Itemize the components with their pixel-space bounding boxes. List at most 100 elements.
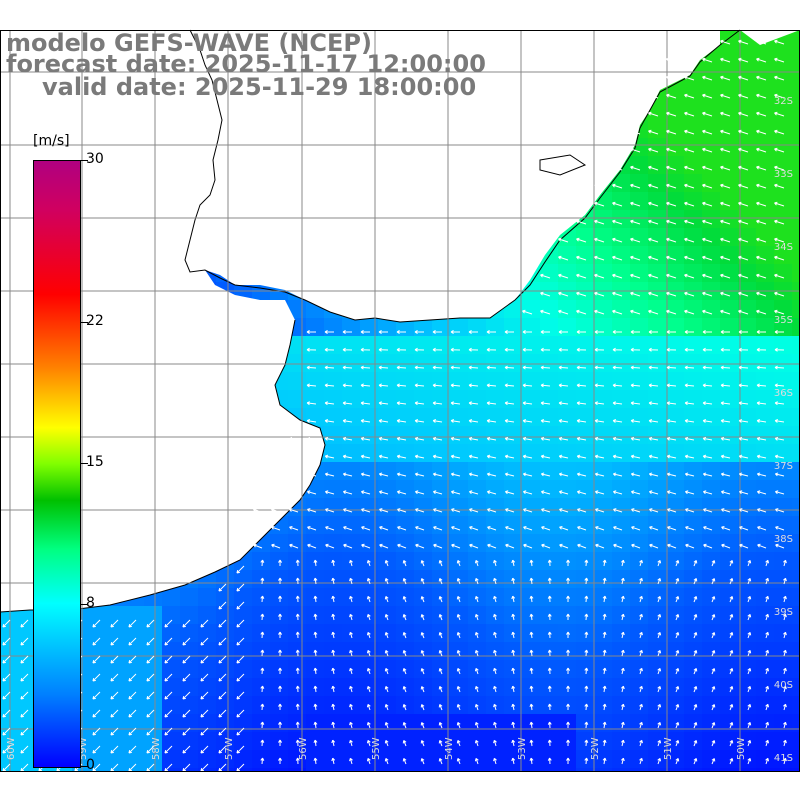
wind-cell: [648, 210, 667, 229]
wind-cell: [144, 714, 163, 733]
wind-cell: [666, 156, 685, 175]
wind-arrow: [324, 330, 335, 334]
wind-cell: [504, 444, 523, 463]
wind-arrow: [729, 668, 734, 675]
wind-arrow: [342, 401, 353, 406]
wind-arrow: [450, 436, 461, 441]
wind-arrow: [379, 525, 389, 531]
wind-cell: [792, 192, 800, 211]
wind-cell: [612, 300, 631, 319]
wind-cell: [576, 264, 595, 283]
wind-arrow: [595, 508, 605, 513]
wind-arrow: [738, 165, 749, 171]
wind-cell: [756, 336, 775, 355]
wind-cell: [324, 534, 343, 553]
wind-arrow: [384, 758, 389, 765]
wind-cell: [720, 84, 739, 103]
wind-arrow: [547, 559, 552, 567]
wind-arrow: [331, 649, 336, 657]
wind-arrow: [756, 365, 767, 370]
wind-cell: [720, 444, 739, 463]
wind-cell: [792, 768, 800, 772]
wind-cell: [648, 246, 667, 265]
wind-arrow: [164, 727, 173, 736]
wind-cell: [774, 120, 793, 139]
wind-arrow: [289, 525, 299, 531]
wind-arrow: [307, 525, 317, 531]
wind-cell: [18, 696, 37, 715]
wind-arrow: [684, 219, 695, 225]
wind-arrow: [486, 383, 497, 388]
wind-arrow: [765, 667, 770, 675]
wind-arrow: [414, 365, 425, 370]
wind-arrow: [378, 436, 389, 441]
wind-arrow: [236, 745, 245, 754]
wind-cell: [792, 408, 800, 427]
wind-arrow: [657, 757, 662, 765]
wind-cell: [792, 264, 800, 283]
wind-arrow: [566, 703, 571, 711]
wind-arrow: [594, 419, 605, 423]
wind-arrow: [420, 740, 425, 747]
wind-arrow: [702, 75, 713, 81]
wind-arrow: [648, 330, 659, 334]
wind-cell: [234, 678, 253, 697]
wind-arrow: [20, 673, 29, 682]
wind-arrow: [684, 111, 695, 117]
wind-arrow: [529, 613, 534, 621]
wind-arrow: [693, 722, 698, 729]
wind-cell: [666, 534, 685, 553]
wind-cell: [648, 750, 667, 769]
wind-arrow: [92, 745, 101, 754]
wind-arrow: [756, 57, 767, 63]
wind-cell: [738, 372, 757, 391]
wind-arrow: [450, 490, 461, 495]
lon-label: 60W: [6, 737, 17, 760]
wind-arrow: [558, 436, 569, 441]
wind-cell: [666, 228, 685, 247]
wind-arrow: [576, 219, 587, 225]
wind-arrow: [20, 727, 29, 736]
wind-cell: [702, 336, 721, 355]
wind-arrow: [92, 655, 101, 664]
wind-arrow: [360, 419, 371, 423]
wind-arrow: [366, 577, 371, 585]
wind-cell: [666, 552, 685, 571]
wind-arrow: [289, 508, 299, 513]
wind-arrow: [511, 721, 516, 729]
wind-arrow: [432, 347, 443, 352]
wind-cell: [468, 408, 487, 427]
wind-cell: [360, 390, 379, 409]
wind-arrow: [366, 685, 371, 693]
wind-arrow: [639, 685, 643, 693]
wind-cell: [648, 588, 667, 607]
wind-arrow: [576, 490, 587, 495]
wind-arrow: [523, 525, 533, 531]
wind-arrow: [576, 237, 587, 243]
wind-arrow: [218, 745, 227, 754]
wind-cell: [684, 102, 703, 121]
wind-cell: [504, 390, 523, 409]
wind-cell: [738, 390, 757, 409]
wind-cell: [558, 318, 577, 337]
wind-arrow: [757, 508, 767, 513]
wind-cell: [612, 426, 631, 445]
wind-cell: [720, 750, 739, 769]
wind-arrow: [747, 577, 752, 585]
wind-cell: [630, 714, 649, 733]
wind-arrow: [576, 309, 587, 315]
wind-cell: [162, 624, 181, 643]
wind-cell: [774, 534, 793, 553]
wind-arrow: [110, 727, 119, 736]
wind-arrow: [738, 237, 749, 243]
wind-arrow: [331, 703, 336, 711]
wind-cell: [648, 642, 667, 661]
wind-cell: [666, 84, 685, 103]
wind-cell: [378, 444, 397, 463]
wind-arrow: [313, 577, 318, 585]
wind-arrow: [402, 578, 407, 585]
wind-cell: [162, 750, 181, 769]
wind-arrow: [366, 721, 371, 729]
wind-arrow: [747, 757, 752, 765]
